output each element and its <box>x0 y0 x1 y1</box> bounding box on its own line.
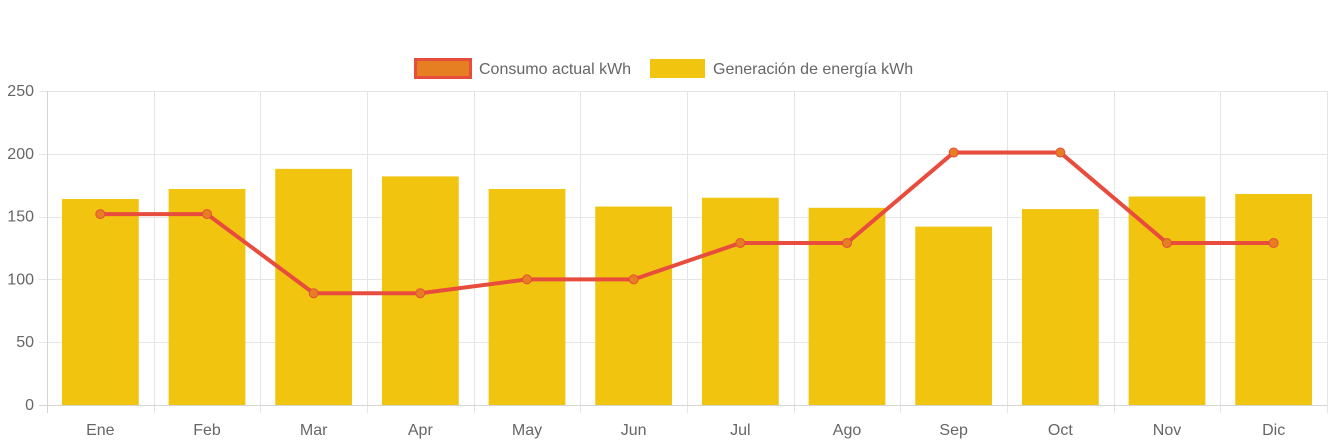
x-tick-label: Ago <box>833 422 862 439</box>
point-sep[interactable] <box>948 147 959 158</box>
consumo-line <box>100 150 1274 296</box>
point-ago[interactable] <box>842 237 852 248</box>
legend-item-generacion[interactable]: Generación de energía kWh <box>650 59 913 78</box>
y-axis: 0 50 100 150 200 250 <box>7 83 34 414</box>
bar-ago[interactable] <box>808 207 886 405</box>
legend-item-consumo[interactable]: Consumo actual kWh <box>414 58 632 79</box>
x-tick-label: Nov <box>1153 422 1181 439</box>
legend-label-consumo: Consumo actual kWh <box>479 61 631 78</box>
point-nov[interactable] <box>1162 237 1172 248</box>
bar-mar[interactable] <box>275 168 353 405</box>
x-tick-label: Jun <box>621 422 647 439</box>
y-tick-label: 50 <box>16 334 34 351</box>
bar-feb[interactable] <box>168 188 246 405</box>
point-apr[interactable] <box>415 288 426 299</box>
bar-nov[interactable] <box>1128 196 1206 405</box>
legend-swatch-generacion <box>650 59 705 78</box>
x-tick-label: Feb <box>193 422 221 439</box>
point-ene[interactable] <box>95 209 106 220</box>
x-tick-label: Oct <box>1048 422 1073 439</box>
y-tick-label: 100 <box>7 271 34 288</box>
x-tick-label: Sep <box>939 422 968 439</box>
grid <box>39 91 1328 413</box>
x-tick-label: Dic <box>1262 422 1285 439</box>
x-tick-label: Apr <box>408 422 434 439</box>
bar-ene[interactable] <box>61 199 139 405</box>
y-tick-label: 250 <box>7 83 34 100</box>
x-tick-label: May <box>512 422 542 439</box>
bar-may[interactable] <box>488 188 566 405</box>
line-series <box>95 147 1279 299</box>
y-tick-label: 150 <box>7 209 34 226</box>
point-feb[interactable] <box>202 209 212 220</box>
legend-swatch-consumo <box>414 58 472 79</box>
point-jun[interactable] <box>628 274 639 285</box>
bar-jun[interactable] <box>595 206 673 405</box>
bar-series <box>61 168 1313 405</box>
legend-label-generacion: Generación de energía kWh <box>713 61 913 78</box>
point-dic[interactable] <box>1268 237 1279 248</box>
bar-oct[interactable] <box>1021 209 1099 405</box>
x-tick-label: Ene <box>86 422 115 439</box>
x-tick-label: Jul <box>730 422 750 439</box>
point-oct[interactable] <box>1055 147 1066 158</box>
bar-dic[interactable] <box>1235 193 1313 405</box>
x-axis: Ene Feb Mar Apr May Jun Jul Ago Sep Oct Nov Dic <box>86 422 1285 439</box>
y-tick-label: 200 <box>7 146 34 163</box>
point-may[interactable] <box>522 274 532 285</box>
point-jul[interactable] <box>735 237 746 248</box>
point-mar[interactable] <box>308 288 319 299</box>
y-tick-label: 0 <box>25 397 34 414</box>
bar-jul[interactable] <box>701 197 779 405</box>
legend: Consumo actual kWh Generación de energía… <box>414 58 913 79</box>
bar-sep[interactable] <box>915 226 993 405</box>
x-tick-label: Mar <box>300 422 328 439</box>
